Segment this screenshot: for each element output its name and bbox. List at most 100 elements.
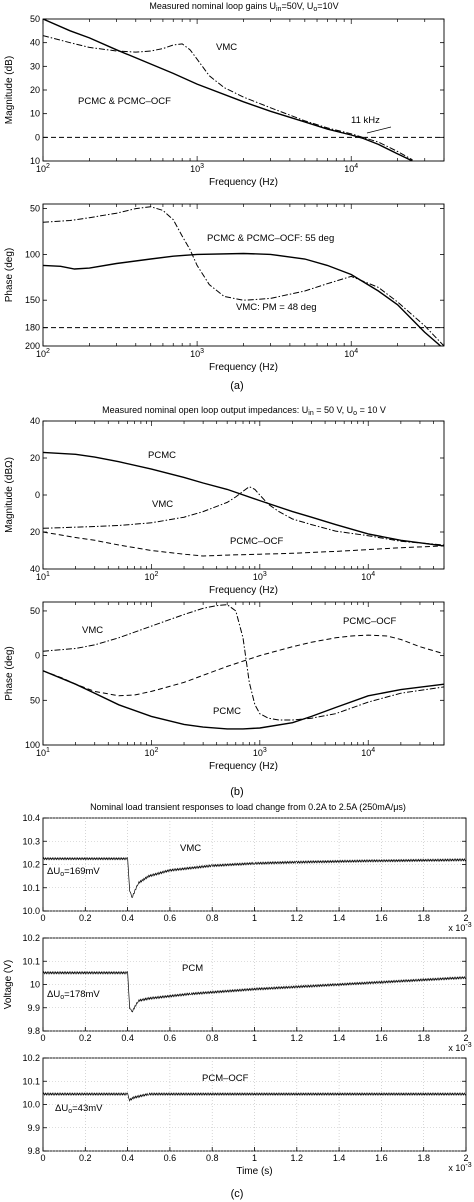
chart-panel-6: 9.8 9.9 10 10.1 10.2 0 0.2 0.4 0.6 0.8 1 1.2 1.4 1.6 1… bbox=[3, 933, 472, 1053]
annotation: PCMC bbox=[148, 450, 176, 461]
y-tick-label: 10.3 bbox=[22, 836, 40, 846]
x-tick-label: 0.8 bbox=[206, 1153, 219, 1163]
y-tick-label: 10 bbox=[30, 109, 40, 119]
annotation-delta-pcm: ΔUo=178mV bbox=[47, 989, 100, 1001]
annotation: VMC bbox=[82, 625, 103, 636]
y-tick-label: 10.1 bbox=[22, 1076, 40, 1086]
y-tick-label: 30 bbox=[30, 61, 40, 71]
series-line-2 bbox=[43, 634, 444, 697]
y-tick-label: 0 bbox=[35, 651, 40, 661]
y-tick-label: 50 bbox=[30, 695, 40, 705]
x-tick-label: 1 bbox=[252, 1033, 257, 1043]
annotation: PCMC & PCMC–OCF bbox=[78, 96, 171, 107]
x-tick-label: 2 bbox=[463, 1153, 468, 1163]
x-tick-label: 1.8 bbox=[417, 913, 430, 923]
y-tick-label: 10.1 bbox=[22, 883, 40, 893]
x-tick-label: 104 bbox=[361, 571, 375, 582]
x-tick-label: 1.2 bbox=[291, 913, 304, 923]
x-multiplier: x 10-3 bbox=[448, 1042, 471, 1053]
x-tick-label: 103 bbox=[190, 163, 204, 174]
series-line-1 bbox=[43, 252, 442, 346]
y-tick-label: 0 bbox=[35, 132, 40, 142]
x-tick-label: 1 bbox=[252, 1153, 257, 1163]
x-tick-label: 1.6 bbox=[375, 1153, 388, 1163]
y-tick-label: 100 bbox=[25, 740, 40, 750]
series-line-3 bbox=[43, 670, 444, 730]
x-tick-label: 0.4 bbox=[121, 1153, 134, 1163]
x-axis-label: Frequency (Hz) bbox=[209, 585, 278, 596]
y-tick-label: 100 bbox=[25, 249, 40, 259]
x-tick-label: 103 bbox=[253, 571, 267, 582]
x-tick-label: 104 bbox=[344, 163, 358, 174]
x-tick-label: 103 bbox=[190, 348, 204, 359]
annotation: PCMC & PCMC–OCF: 55 deg bbox=[207, 233, 334, 244]
x-tick-label: 2 bbox=[463, 1033, 468, 1043]
annotation: VMC bbox=[180, 843, 201, 854]
x-tick-label: 103 bbox=[253, 747, 267, 758]
annotation-pointer bbox=[366, 126, 392, 134]
x-tick-label: 102 bbox=[36, 163, 50, 174]
x-tick-label: 1.4 bbox=[333, 1153, 346, 1163]
y-tick-label: 10.2 bbox=[22, 860, 40, 870]
chart-title-c: Nominal load transient responses to load… bbox=[90, 802, 406, 812]
x-multiplier: x 10-3 bbox=[448, 1162, 471, 1173]
y-tick-label: 10 bbox=[30, 980, 40, 990]
y-tick-label: 180 bbox=[25, 323, 40, 333]
chart-panel-1: 10 0 10 20 30 40 50 102 103 104 Frequency (Hz) Magn… bbox=[4, 14, 445, 188]
x-tick-label: 0.2 bbox=[79, 913, 92, 923]
x-tick-label: 0.6 bbox=[164, 1153, 177, 1163]
annotation: 11 kHz bbox=[351, 115, 380, 126]
y-tick-label: 20 bbox=[30, 527, 40, 537]
series-line-2 bbox=[43, 35, 413, 161]
x-tick-label: 0.8 bbox=[206, 913, 219, 923]
x-tick-label: 1.4 bbox=[333, 1033, 346, 1043]
x-tick-label: 1.2 bbox=[291, 1033, 304, 1043]
x-tick-label: 1.4 bbox=[333, 913, 346, 923]
x-tick-label: 0.2 bbox=[79, 1153, 92, 1163]
x-tick-label: 0 bbox=[40, 1153, 45, 1163]
y-tick-label: 0 bbox=[35, 490, 40, 500]
plot-frame bbox=[42, 18, 445, 162]
caption-c: (c) bbox=[231, 1188, 244, 1200]
x-axis-label: Frequency (Hz) bbox=[209, 362, 278, 373]
x-tick-label: 0.6 bbox=[164, 1033, 177, 1043]
annotation-delta-vmc: ΔUo=169mV bbox=[47, 866, 100, 878]
series-line-1 bbox=[43, 451, 444, 547]
y-tick-label: 150 bbox=[25, 295, 40, 305]
x-tick-label: 104 bbox=[361, 747, 375, 758]
y-tick-label: 40 bbox=[30, 416, 40, 426]
x-tick-label: 102 bbox=[144, 747, 158, 758]
x-tick-label: 101 bbox=[36, 747, 50, 758]
x-tick-label: 0.8 bbox=[206, 1033, 219, 1043]
y-tick-label: 20 bbox=[30, 85, 40, 95]
x-tick-label: 101 bbox=[36, 571, 50, 582]
x-tick-label: 104 bbox=[344, 348, 358, 359]
series-line-1 bbox=[43, 1092, 466, 1102]
series-line-1 bbox=[43, 856, 466, 898]
x-tick-label: 0.4 bbox=[121, 1033, 134, 1043]
x-tick-label: 102 bbox=[144, 571, 158, 582]
y-tick-label: 40 bbox=[30, 564, 40, 574]
chart-panel-5: 10.0 10.1 10.2 10.3 10.4 0 0.2 0.4 0.6 0.8 1 1.2 1.4… bbox=[22, 813, 471, 933]
series-line-2 bbox=[43, 206, 444, 346]
chart-panel-4: 100 50 0 50 101 102 103 104 Frequency (Hz) Phase … bbox=[4, 601, 445, 772]
series-line-3 bbox=[43, 531, 444, 557]
annotation-delta-ocf: ΔUo=43mV bbox=[55, 1103, 103, 1115]
chart-title-a: Measured nominal loop gains Uin=50V, Uo=… bbox=[149, 1, 338, 13]
y-tick-label: 10 bbox=[30, 156, 40, 166]
y-tick-label: 9.8 bbox=[27, 1026, 40, 1036]
y-tick-label: 50 bbox=[30, 14, 40, 24]
x-tick-label: 1.2 bbox=[291, 1153, 304, 1163]
series-line-1 bbox=[43, 604, 444, 721]
plot-frame bbox=[42, 203, 445, 347]
y-axis-label: Magnitude (dB) bbox=[4, 56, 15, 124]
annotation: PCM bbox=[182, 963, 203, 974]
y-tick-label: 20 bbox=[30, 453, 40, 463]
x-tick-label: 1.8 bbox=[417, 1033, 430, 1043]
y-tick-label: 50 bbox=[30, 204, 40, 214]
x-tick-label: 0 bbox=[40, 1033, 45, 1043]
x-tick-label: 0.4 bbox=[121, 913, 134, 923]
y-tick-label: 10.0 bbox=[22, 906, 40, 916]
y-tick-label: 200 bbox=[25, 341, 40, 351]
